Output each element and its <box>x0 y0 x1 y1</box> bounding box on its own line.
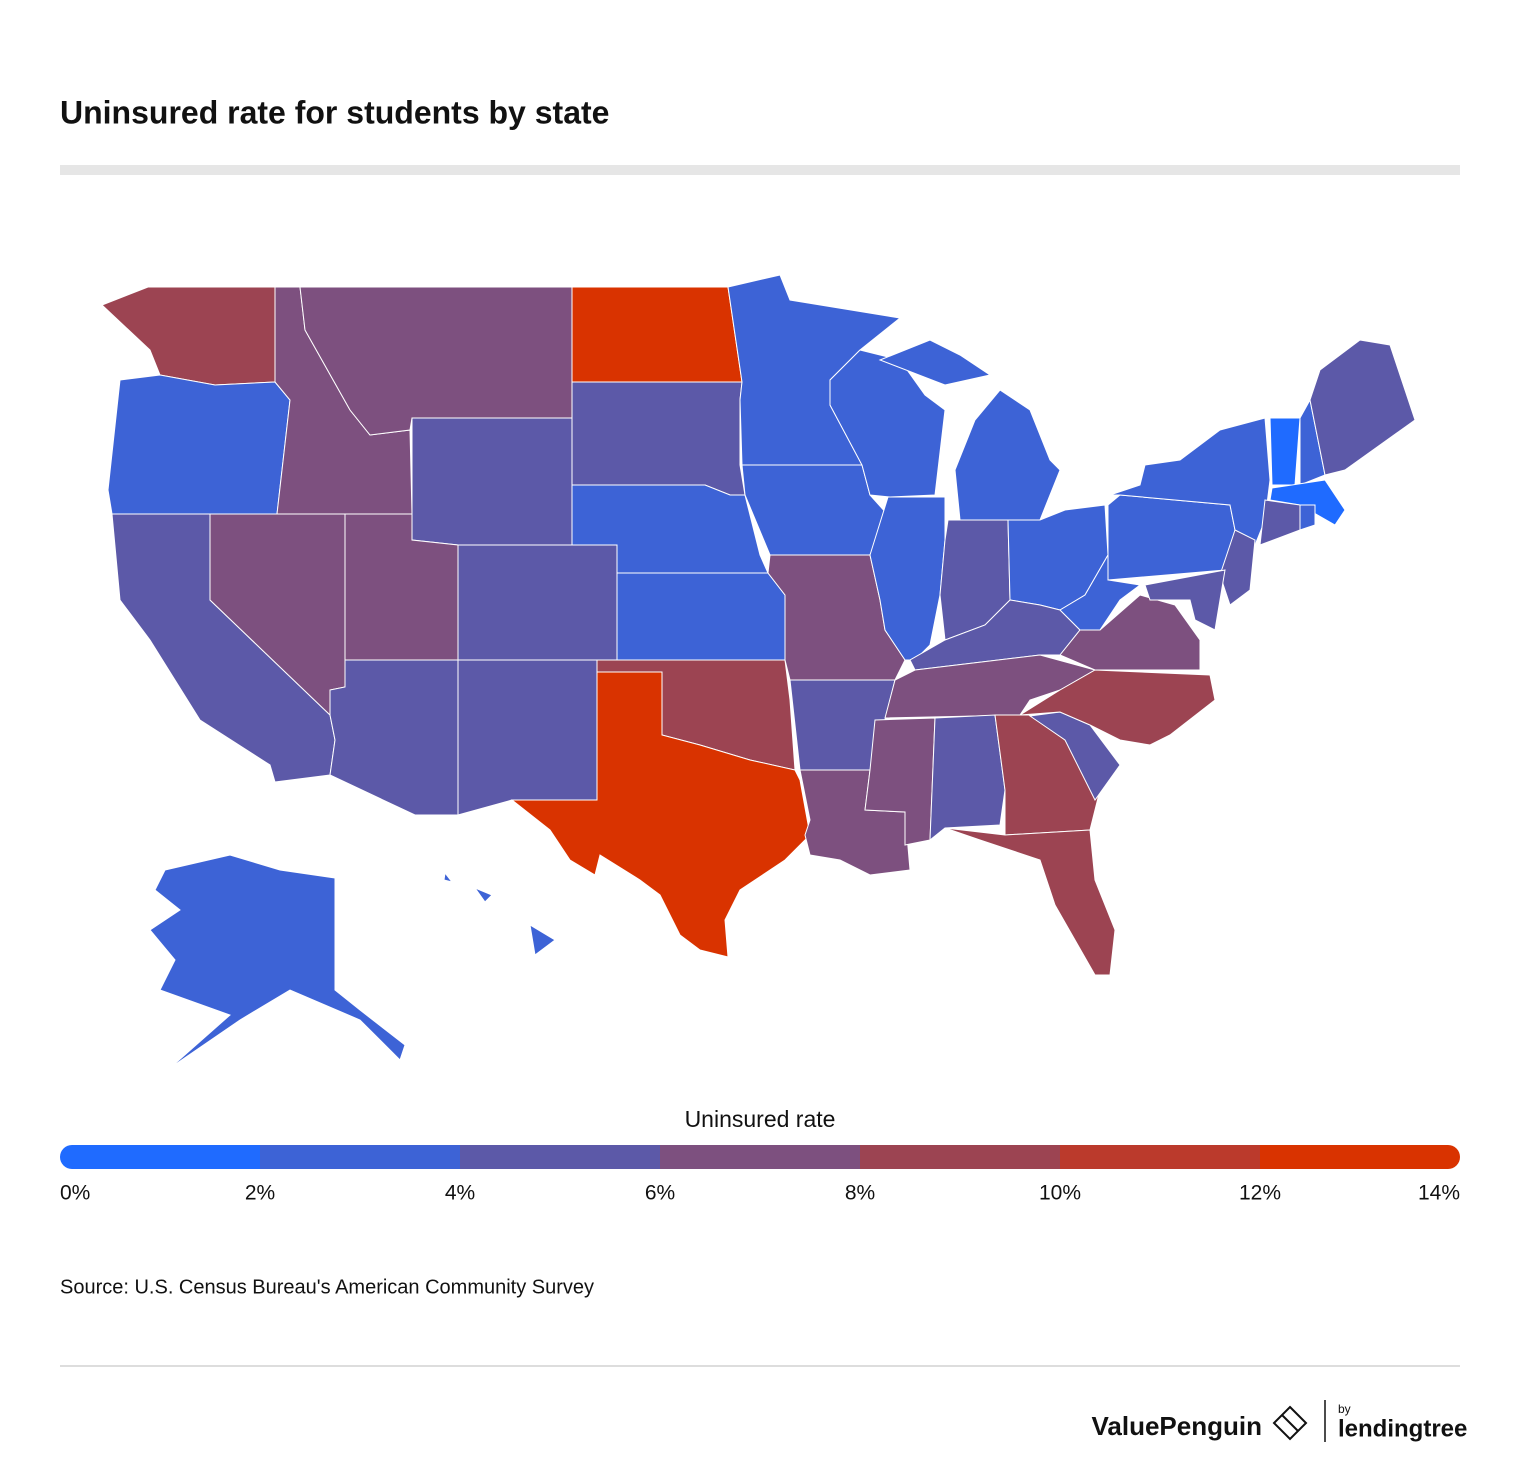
state <box>1019 669 1216 746</box>
state <box>1059 553 1142 631</box>
state <box>571 286 743 383</box>
state <box>571 381 746 496</box>
state <box>510 671 811 958</box>
state <box>1219 529 1256 606</box>
legend-swatch <box>1060 1145 1260 1169</box>
legend-swatch <box>1260 1145 1460 1169</box>
state <box>1107 494 1236 581</box>
legend-title: Uninsured rate <box>685 1106 836 1132</box>
state <box>1109 417 1271 546</box>
state <box>1259 499 1301 546</box>
legend-swatch <box>60 1145 260 1169</box>
legend-tick-label: 4% <box>445 1182 475 1205</box>
state <box>571 484 769 574</box>
chart-title: Uninsured rate for students by state <box>60 94 609 130</box>
state <box>929 714 1006 842</box>
state <box>457 544 618 661</box>
state <box>884 654 1097 719</box>
state <box>107 374 291 515</box>
legend-tick-label: 8% <box>845 1182 875 1205</box>
state <box>878 339 1061 521</box>
legend-tick-label: 10% <box>1039 1182 1081 1205</box>
legend-tick-label: 14% <box>1418 1182 1460 1205</box>
legend-tick-label: 0% <box>60 1182 90 1205</box>
partner: lendingtree <box>1338 1415 1467 1442</box>
legend-swatch <box>260 1145 460 1169</box>
title-rule <box>60 165 1460 175</box>
state <box>329 659 459 816</box>
map <box>101 274 1416 1069</box>
state <box>829 349 946 498</box>
state <box>101 286 276 386</box>
state <box>616 572 786 661</box>
state <box>1269 417 1301 486</box>
state <box>457 659 598 816</box>
legend-tick-label: 2% <box>245 1182 275 1205</box>
source: Source: U.S. Census Bureau's American Co… <box>60 1276 594 1298</box>
legend-tick-label: 6% <box>645 1182 675 1205</box>
brand-logo <box>1272 1405 1308 1441</box>
state <box>1269 479 1346 526</box>
state <box>411 417 573 546</box>
legend: 0% 2% 4% 6% 8% 10% 12% 14% <box>60 1145 1460 1205</box>
brand: ValuePenguin <box>1092 1411 1263 1441</box>
by-label: by <box>1338 1402 1351 1416</box>
state <box>443 871 556 956</box>
legend-tick-label: 12% <box>1239 1182 1281 1205</box>
legend-swatch <box>860 1145 1060 1169</box>
state <box>1144 569 1226 631</box>
state <box>1299 504 1316 531</box>
state <box>149 854 406 1069</box>
state <box>1309 339 1416 476</box>
state <box>944 827 1116 976</box>
legend-swatch <box>660 1145 860 1169</box>
legend-swatch <box>460 1145 660 1169</box>
